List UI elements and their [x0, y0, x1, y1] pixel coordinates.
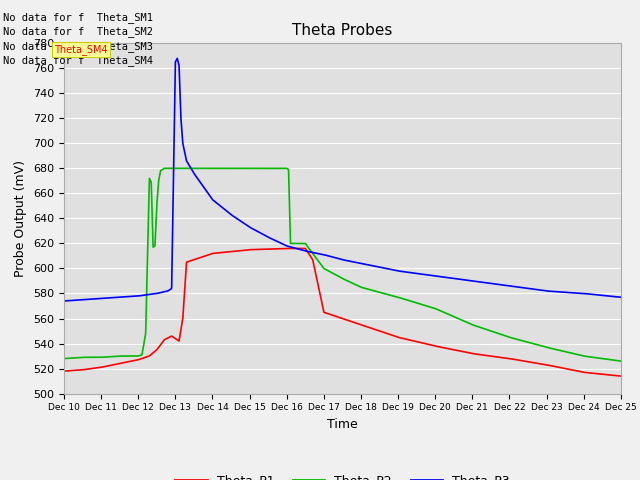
- Y-axis label: Probe Output (mV): Probe Output (mV): [15, 160, 28, 277]
- Legend: Theta_P1, Theta_P2, Theta_P3: Theta_P1, Theta_P2, Theta_P3: [170, 469, 515, 480]
- Text: No data for f  Theta_SM2: No data for f Theta_SM2: [3, 26, 153, 37]
- Title: Theta Probes: Theta Probes: [292, 23, 392, 38]
- Text: No data for f  Theta_SM4: No data for f Theta_SM4: [3, 55, 153, 66]
- Text: No data for f  Theta_SM3: No data for f Theta_SM3: [3, 41, 153, 52]
- Text: No data for f  Theta_SM1: No data for f Theta_SM1: [3, 12, 153, 23]
- Text: Theta_SM4: Theta_SM4: [54, 44, 108, 55]
- X-axis label: Time: Time: [327, 418, 358, 431]
